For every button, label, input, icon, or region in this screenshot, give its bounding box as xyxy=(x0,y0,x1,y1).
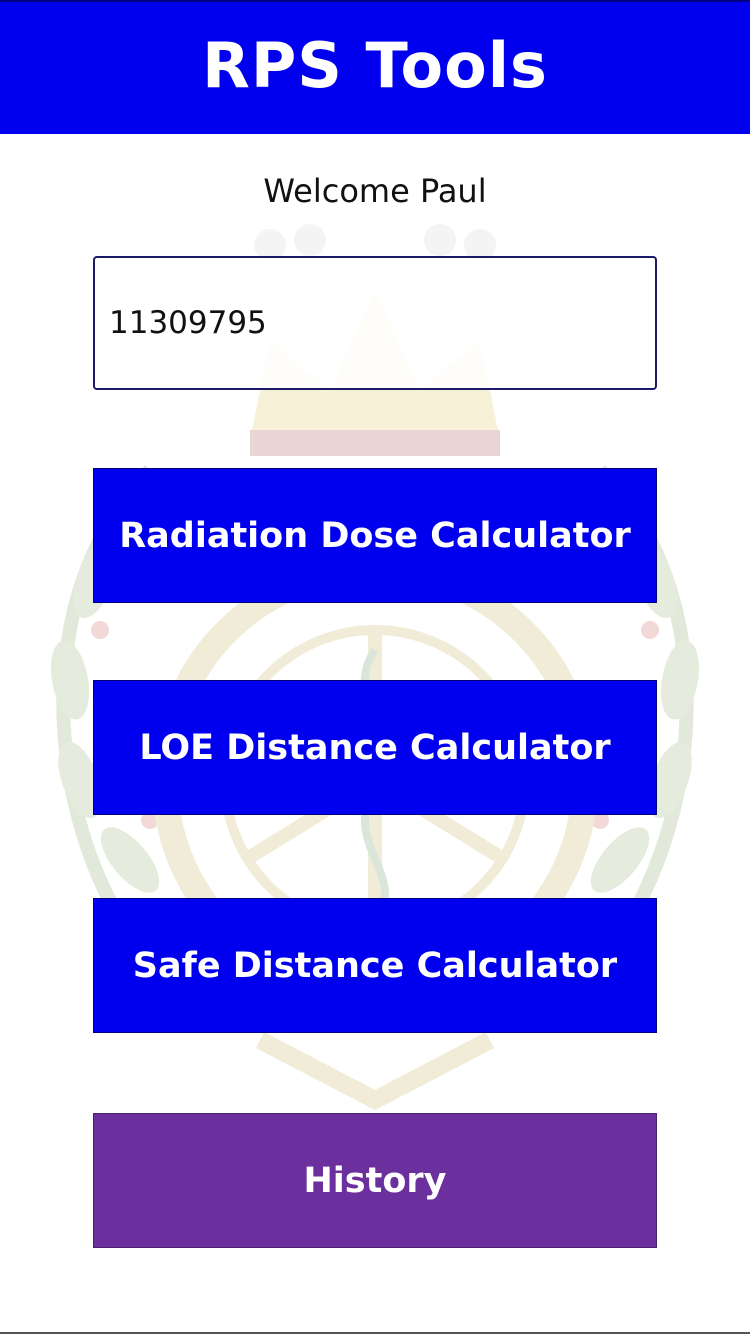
app-title: RPS Tools xyxy=(202,28,548,102)
app-header: RPS Tools xyxy=(0,0,750,134)
safe-distance-calculator-button[interactable]: Safe Distance Calculator xyxy=(93,898,657,1033)
loe-distance-calculator-button[interactable]: LOE Distance Calculator xyxy=(93,680,657,815)
history-button[interactable]: History xyxy=(93,1113,657,1248)
radiation-dose-calculator-button[interactable]: Radiation Dose Calculator xyxy=(93,468,657,603)
id-number-input[interactable] xyxy=(93,256,657,390)
welcome-message: Welcome Paul xyxy=(263,172,487,210)
